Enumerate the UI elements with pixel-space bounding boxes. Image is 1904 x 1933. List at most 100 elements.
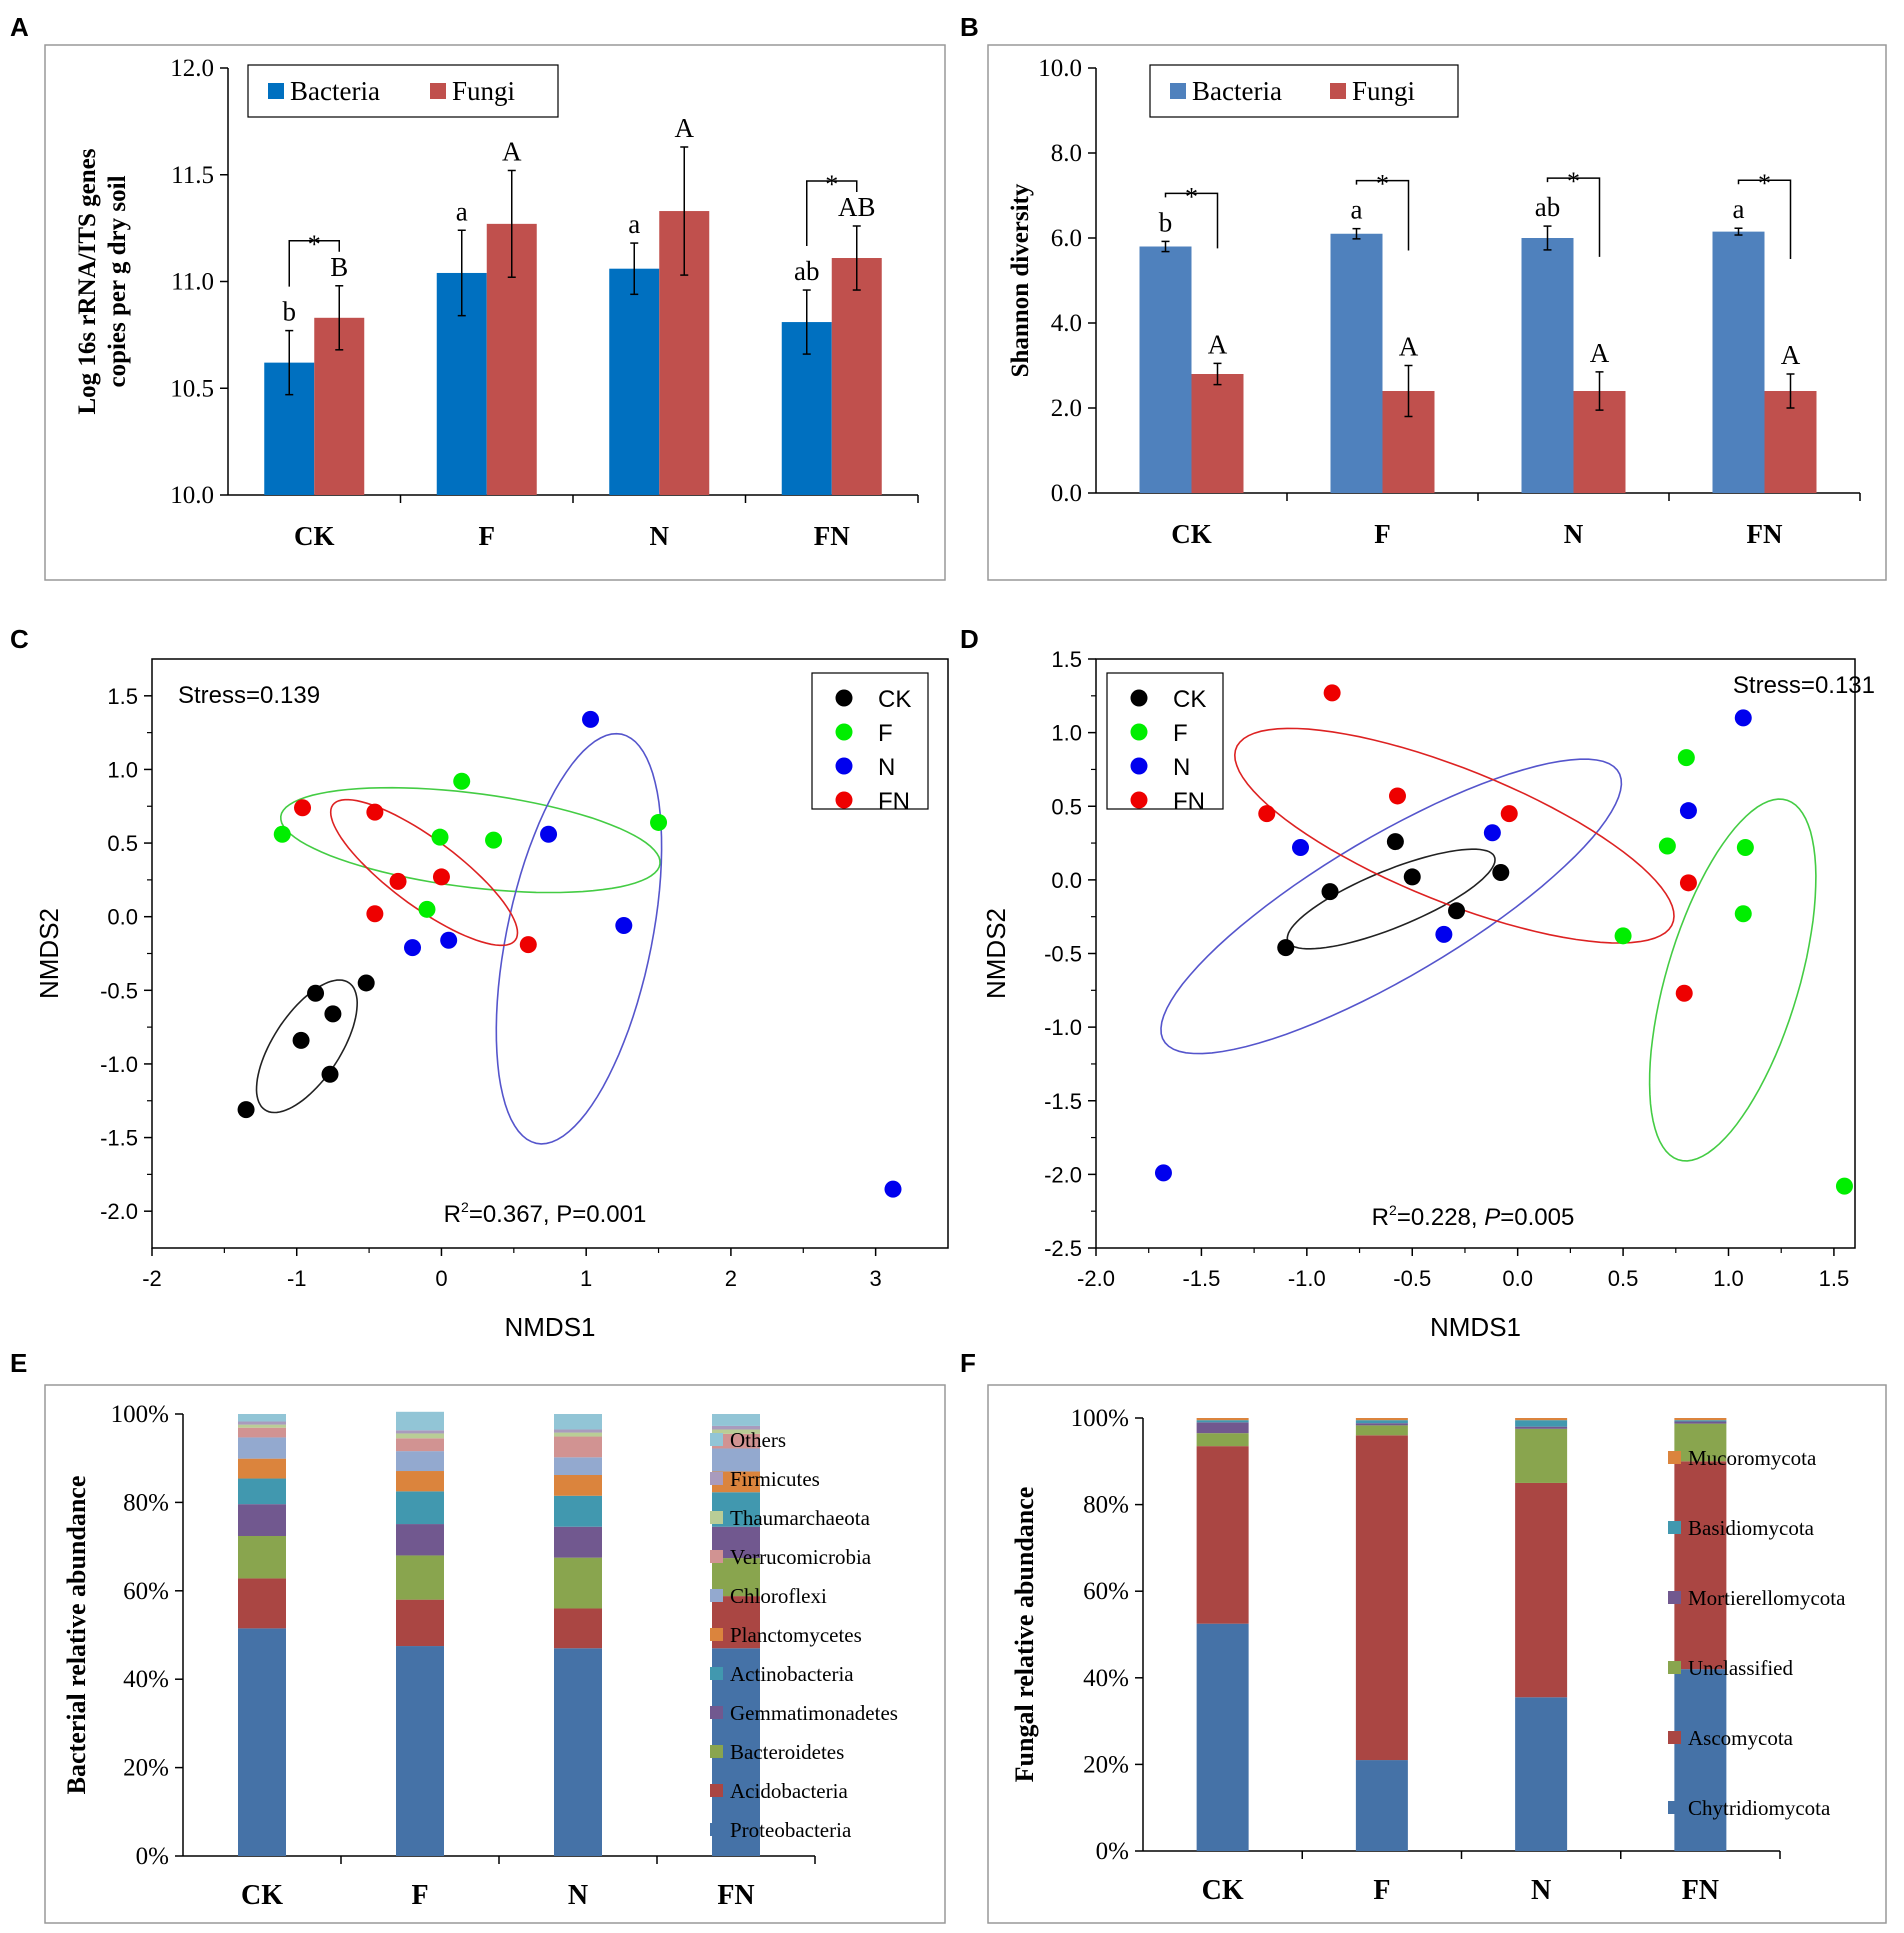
segment-actinobacteria-ck — [238, 1478, 286, 1505]
legend-label-acidobacteria: Acidobacteria — [730, 1779, 848, 1803]
segment-proteobacteria-ck — [238, 1628, 286, 1856]
y-axis-label: NMDS2 — [981, 908, 1011, 999]
point-ck — [1321, 883, 1339, 901]
y-tick-label: 2.0 — [1051, 395, 1082, 422]
legend-swatch-unclassified — [1668, 1661, 1681, 1674]
point-n — [884, 1180, 902, 1198]
y-tick-label: -1.5 — [100, 1126, 138, 1151]
legend-label-n: N — [1173, 754, 1190, 781]
x-tick-label-ck: CK — [1171, 519, 1212, 549]
point-ck — [321, 1065, 339, 1083]
segment-verrucomicrobia-fn — [712, 1433, 760, 1449]
segment-chytridiomycota-n — [1515, 1697, 1568, 1851]
point-n — [1734, 709, 1752, 727]
legend-marker-f — [1130, 723, 1148, 741]
significance-star: * — [1758, 169, 1771, 198]
significance-letter: B — [330, 252, 348, 282]
segment-firmicutes-fn — [712, 1425, 760, 1430]
segment-unclassified-f — [1355, 1425, 1408, 1436]
legend-box — [811, 672, 929, 810]
point-fn — [389, 872, 407, 890]
legend-label-ck: CK — [878, 686, 911, 713]
x-tick-label-n: N — [1564, 519, 1584, 549]
legend-swatch-mortierellomycota — [1668, 1591, 1681, 1604]
significance-star: * — [308, 230, 321, 259]
panel-c-chart: -2 -1 0 1 2 3 -2.0 -1.5 -1.0 -0.5 0.0 0.5 1.0 1.5 NMDS… — [34, 658, 949, 1342]
x-tick-label-n: N — [1531, 1875, 1551, 1906]
y-tick-label: 1.5 — [1051, 647, 1082, 672]
x-tick-label: -1.5 — [1182, 1266, 1220, 1291]
x-tick-label-fn: FN — [1682, 1875, 1719, 1906]
point-n — [1435, 925, 1453, 943]
segment-others-fn — [712, 1414, 760, 1426]
segment-acidobacteria-n — [554, 1608, 602, 1649]
significance-letter: ab — [1535, 192, 1560, 222]
segment-planctomycetes-n — [554, 1474, 602, 1496]
r2-value: =0.228, — [1397, 1204, 1484, 1231]
legend-swatch-fungi — [430, 83, 446, 99]
r2-p-annotation: R2=0.228, P=0.005 — [1372, 1202, 1575, 1231]
y-tick-label: 20% — [1083, 1751, 1129, 1778]
panel-label-a: A — [10, 12, 29, 42]
y-tick-label: 100% — [111, 1401, 169, 1428]
legend-box — [1149, 64, 1459, 118]
r-squared-superscript: 2 — [1389, 1202, 1397, 1218]
point-n — [1292, 838, 1310, 856]
significance-letter: A — [1781, 340, 1801, 370]
x-tick-label-fn: FN — [1747, 519, 1783, 549]
y-tick-label: 60% — [123, 1578, 169, 1605]
segment-planctomycetes-fn — [712, 1471, 760, 1493]
legend-label-n: N — [878, 754, 895, 781]
segment-gemmatimonadetes-ck — [238, 1504, 286, 1536]
confidence-ellipse-ck — [1286, 848, 1496, 950]
segment-mucoromycota-ck — [1196, 1418, 1249, 1421]
y-tick-label: -1.0 — [1044, 1015, 1082, 1040]
confidence-ellipse-fn — [329, 798, 519, 947]
segment-mucoromycota-n — [1515, 1418, 1568, 1421]
bar-bacteria-fn — [1712, 231, 1765, 493]
x-tick-label-f: F — [1374, 519, 1391, 549]
legend-label-unclassified: Unclassified — [1688, 1656, 1793, 1680]
legend-swatch-bacteria — [1170, 83, 1186, 99]
x-tick-label-fn: FN — [717, 1880, 754, 1911]
legend-label-basidiomycota: Basidiomycota — [1688, 1516, 1815, 1540]
x-axis-label: NMDS1 — [504, 1312, 595, 1342]
bar-fungi-ck — [1191, 374, 1244, 493]
bar-bacteria-ck — [1139, 246, 1192, 493]
y-tick-label: 11.0 — [171, 269, 214, 296]
segment-thaumarchaeota-fn — [712, 1429, 760, 1434]
y-tick-label: 0.0 — [1051, 480, 1082, 507]
significance-bracket — [1737, 179, 1792, 259]
legend-swatch-fungi — [1330, 83, 1346, 99]
y-tick-label: 0.0 — [107, 905, 138, 930]
legend-label-f: F — [878, 720, 893, 747]
point-f — [453, 772, 471, 790]
segment-thaumarchaeota-ck — [238, 1424, 286, 1428]
confidence-ellipse-f — [279, 786, 661, 894]
p-symbol: P — [1484, 1204, 1500, 1231]
legend-swatch-ascomycota — [1668, 1731, 1681, 1744]
segment-unclassified-fn — [1674, 1423, 1727, 1462]
legend-label-chloroflexi: Chloroflexi — [730, 1584, 827, 1608]
significance-letter: A — [675, 113, 695, 143]
point-ck — [292, 1031, 310, 1049]
point-fn — [519, 936, 537, 954]
panel-label-b: B — [960, 12, 979, 42]
y-axis-label: Log 16s rRNA/ITS genes copies per g dry s… — [74, 148, 131, 414]
segment-acidobacteria-f — [396, 1599, 444, 1647]
legend-label-bacteria: Bacteria — [1192, 76, 1282, 106]
y-tick-label: -1.0 — [100, 1052, 138, 1077]
point-f — [1734, 905, 1752, 923]
legend-swatch-firmicutes — [710, 1472, 723, 1485]
point-n — [404, 939, 422, 957]
segment-chloroflexi-fn — [712, 1448, 760, 1472]
point-fn — [1500, 805, 1518, 823]
segment-chloroflexi-n — [554, 1457, 602, 1475]
y-tick-label: -2.0 — [100, 1199, 138, 1224]
segment-firmicutes-n — [554, 1429, 602, 1433]
y-tick-label: 80% — [123, 1489, 169, 1516]
r2-p-annotation: R2=0.367, P=0.001 — [444, 1199, 647, 1228]
panel-f-chart: 0% 20% 40% 60% 80% 100% Fungal relative abunda… — [987, 1384, 1887, 1924]
segment-bacteroidetes-n — [554, 1557, 602, 1609]
y-tick-label: 0.5 — [107, 831, 138, 856]
